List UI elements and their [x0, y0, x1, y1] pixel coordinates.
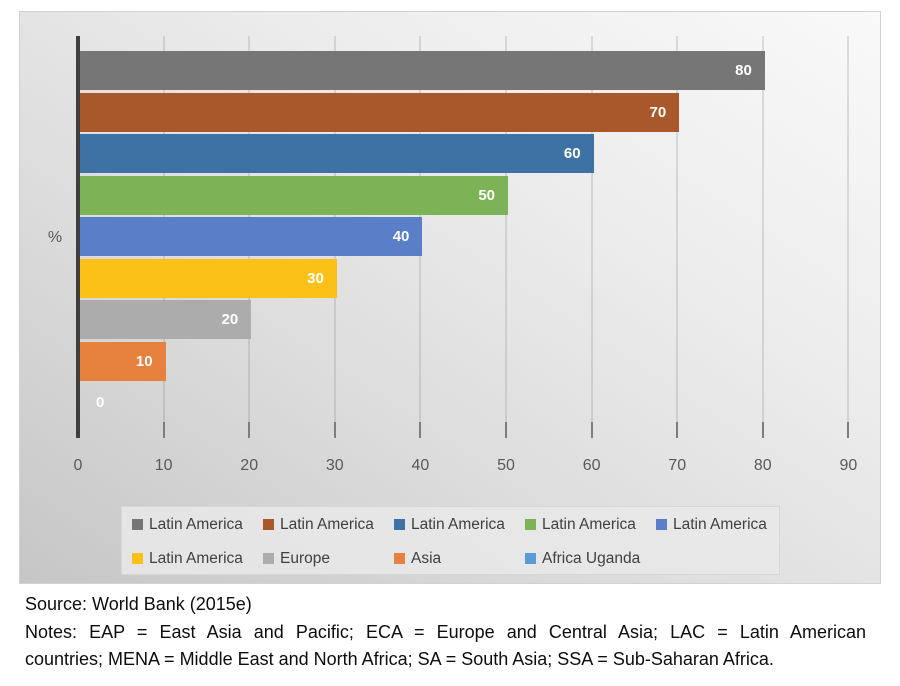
gridline — [505, 36, 507, 422]
notes-line-2: countries; MENA = Middle East and North … — [25, 649, 774, 669]
bar: 80 — [80, 51, 765, 90]
tick-mark — [847, 422, 850, 438]
bar-value-label: 10 — [135, 352, 153, 370]
legend-label: Latin America — [673, 516, 767, 533]
legend-item: Latin America — [394, 514, 505, 536]
legend-label: Latin America — [411, 516, 505, 533]
tick-mark — [419, 422, 422, 438]
tick-mark — [162, 422, 165, 438]
legend-item: Latin America — [263, 514, 374, 536]
x-tick-label: 10 — [154, 457, 173, 474]
legend-swatch — [525, 519, 536, 530]
bar-value-label: 50 — [478, 186, 495, 204]
plot-area: 80 70 60 50 40 30 20 10 0 0 10 20 30 40 50 60 70 80 90 % — [20, 12, 880, 583]
legend-label: Europe — [280, 550, 330, 567]
bar-value-label: 30 — [307, 269, 324, 287]
y-axis-title: % — [47, 229, 63, 246]
bar: 20 — [80, 300, 252, 339]
legend-label: Latin America — [149, 516, 243, 533]
bar: 60 — [80, 134, 594, 173]
legend-item: Asia — [394, 548, 441, 570]
legend-label: Latin America — [280, 516, 374, 533]
legend-swatch — [656, 519, 667, 530]
legend-swatch — [394, 519, 405, 530]
chart-area: 80 70 60 50 40 30 20 10 0 0 10 20 30 40 50 60 70 80 90 % … — [19, 11, 881, 584]
x-tick-label: 90 — [839, 457, 858, 474]
x-tick-label: 40 — [411, 457, 430, 474]
legend-item: Latin America — [656, 514, 767, 536]
x-tick-label: 50 — [497, 457, 515, 474]
legend: Latin America Latin America Latin America L… — [121, 506, 780, 575]
gridline — [676, 36, 679, 422]
gridline — [847, 36, 850, 422]
tick-mark — [333, 422, 336, 438]
tick-mark — [248, 422, 251, 438]
bar-value-label: 20 — [221, 311, 239, 328]
legend-item: Latin America — [525, 514, 636, 536]
tick-mark — [590, 422, 593, 438]
bar-value-label: 0 — [96, 394, 105, 411]
x-tick-label: 70 — [668, 457, 687, 474]
bar: 50 — [80, 175, 508, 215]
legend-swatch — [132, 553, 143, 564]
x-tick-label: 0 — [73, 457, 83, 474]
x-tick-label: 30 — [325, 457, 344, 474]
legend-label: Asia — [411, 550, 442, 567]
legend-swatch — [263, 553, 274, 564]
bar-value-label: 80 — [735, 62, 752, 79]
tick-mark — [505, 422, 507, 438]
x-tick-label: 20 — [240, 457, 259, 474]
legend-swatch — [394, 553, 405, 564]
legend-item: Europe — [263, 548, 330, 570]
legend-label: Africa Uganda — [542, 550, 641, 567]
legend-label: Latin America — [542, 516, 636, 533]
bar: 40 — [80, 217, 423, 256]
legend-label: Latin America — [149, 550, 243, 567]
source-line: Source: World Bank (2015e) — [25, 594, 252, 614]
legend-item: Africa Uganda — [525, 548, 640, 570]
tick-mark — [761, 422, 764, 438]
bar: 30 — [80, 258, 337, 298]
gridline — [761, 36, 764, 422]
x-tick-label: 60 — [582, 457, 601, 474]
legend-item: Latin America — [132, 514, 243, 536]
bar: 70 — [80, 92, 680, 132]
caption: Source: World Bank (2015e) Notes: EAP = … — [25, 591, 866, 674]
tick-mark — [676, 422, 679, 438]
notes-line-1: Notes: EAP = East Asia and Pacific; ECA … — [25, 621, 866, 642]
legend-item: Latin America — [132, 548, 243, 570]
gridline — [590, 36, 593, 422]
bar-value-label: 60 — [563, 145, 581, 162]
y-axis-line — [76, 36, 80, 438]
bar: 10 — [80, 341, 166, 381]
x-tick-label: 80 — [753, 457, 772, 474]
legend-swatch — [263, 519, 274, 530]
bar-value-label: 70 — [649, 103, 667, 121]
bar-value-label: 40 — [392, 228, 410, 245]
legend-swatch — [132, 519, 143, 530]
legend-swatch — [525, 553, 536, 564]
